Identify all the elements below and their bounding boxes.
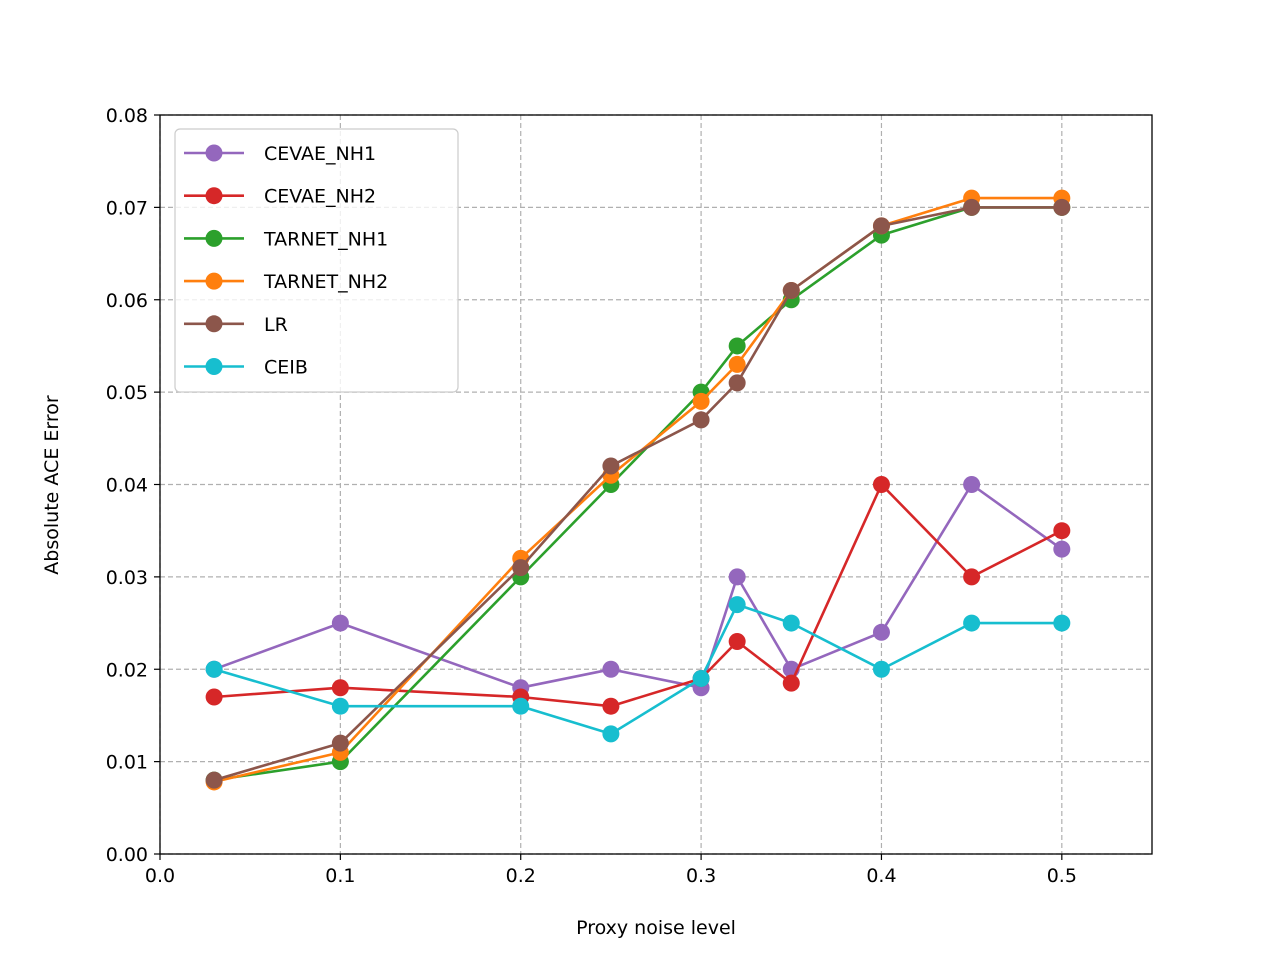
y-tick-label: 0.02	[106, 659, 148, 681]
y-tick-label: 0.05	[106, 382, 148, 404]
data-point-cevae-nh2	[1053, 522, 1071, 540]
x-tick-label: 0.3	[686, 865, 716, 887]
legend-label-cevae-nh2: CEVAE_NH2	[264, 186, 376, 208]
y-tick-label: 0.00	[106, 844, 148, 866]
data-point-ceib	[331, 697, 349, 715]
data-point-ceib	[1053, 614, 1071, 632]
legend-item-cevae-nh2: CEVAE_NH2	[184, 186, 376, 208]
data-point-cevae-nh2	[782, 674, 800, 692]
data-point-cevae-nh1	[963, 476, 981, 493]
legend-label-ceib: CEIB	[264, 357, 308, 379]
legend: CEVAE_NH1 CEVAE_NH2 TARNET_NH1 TARNET_NH2 LR…	[174, 128, 459, 393]
data-point-cevae-nh1	[602, 660, 620, 678]
legend-marker-cevae-nh2	[205, 187, 223, 205]
data-point-cevae-nh2	[963, 568, 981, 586]
legend-label-tarnet-nh1: TARNET_NH1	[263, 228, 388, 250]
data-point-cevae-nh1	[728, 568, 746, 586]
data-point-lr	[512, 559, 530, 577]
data-point-lr	[728, 374, 746, 392]
data-point-lr	[692, 411, 710, 429]
data-point-cevae-nh2	[728, 633, 746, 651]
legend-marker-lr	[205, 315, 223, 333]
data-point-lr	[331, 734, 349, 752]
data-point-tarnet-nh2	[692, 392, 710, 410]
data-point-ceib	[512, 697, 530, 715]
data-point-tarnet-nh2	[728, 355, 746, 373]
series-lr	[205, 198, 1071, 789]
legend-label-lr: LR	[264, 314, 288, 336]
legend-label-cevae-nh1: CEVAE_NH1	[264, 143, 376, 165]
y-axis-label: Absolute ACE Error	[41, 395, 63, 575]
x-tick-label: 0.0	[145, 865, 175, 887]
x-tick-label: 0.1	[325, 865, 355, 887]
axis-ticks: 0.0 0.1 0.2 0.3 0.4 0.5 0.00 0.01 0.02 0.03 0.04 0.…	[106, 105, 1077, 887]
data-point-tarnet-nh1	[728, 337, 746, 355]
y-tick-label: 0.06	[106, 290, 148, 312]
data-point-lr	[1053, 198, 1071, 216]
data-point-ceib	[728, 596, 746, 614]
data-point-lr	[205, 771, 223, 789]
legend-marker-cevae-nh1	[205, 144, 223, 162]
y-tick-label: 0.04	[106, 475, 148, 497]
data-point-ceib	[963, 614, 981, 632]
data-point-lr	[602, 457, 620, 475]
x-tick-label: 0.4	[866, 865, 896, 887]
series-line-ceib	[213, 603, 1062, 736]
series-group	[205, 189, 1071, 791]
legend-item-tarnet-nh1: TARNET_NH1	[184, 228, 388, 250]
legend-marker-tarnet-nh1	[205, 229, 223, 247]
series-line-cevae-nh2	[214, 483, 1063, 708]
legend-marker-tarnet-nh2	[205, 272, 223, 290]
data-point-lr	[782, 282, 800, 300]
legend-marker-ceib	[205, 358, 223, 375]
x-axis-label: Proxy noise level	[576, 917, 736, 939]
legend-item-ceib: CEIB	[184, 357, 308, 379]
x-tick-label: 0.5	[1047, 865, 1077, 887]
y-tick-label: 0.01	[106, 752, 148, 774]
data-point-cevae-nh2	[331, 679, 349, 697]
y-tick-label: 0.08	[106, 105, 148, 127]
legend-label-tarnet-nh2: TARNET_NH2	[263, 271, 388, 293]
data-point-ceib	[205, 660, 223, 678]
data-point-cevae-nh1	[872, 623, 890, 641]
data-point-cevae-nh1	[331, 614, 349, 632]
data-point-ceib	[872, 660, 890, 678]
legend-item-lr: LR	[184, 314, 288, 336]
legend-item-tarnet-nh2: TARNET_NH2	[184, 271, 388, 293]
data-point-ceib	[692, 669, 710, 687]
x-tick-label: 0.2	[506, 865, 536, 887]
series-line-tarnet-nh1	[213, 206, 1062, 782]
data-point-cevae-nh1	[1053, 540, 1071, 558]
series-line-lr	[213, 206, 1062, 782]
y-tick-label: 0.03	[106, 567, 148, 589]
data-point-cevae-nh2	[205, 688, 223, 706]
data-point-ceib	[782, 614, 800, 632]
y-tick-label: 0.07	[106, 197, 148, 219]
data-point-ceib	[602, 725, 620, 743]
data-point-lr	[963, 198, 981, 216]
data-point-cevae-nh2	[872, 476, 890, 493]
data-point-lr	[872, 217, 890, 235]
data-point-cevae-nh2	[602, 697, 620, 715]
legend-box	[174, 128, 459, 393]
series-ceib	[205, 596, 1071, 743]
legend-item-cevae-nh1: CEVAE_NH1	[184, 143, 376, 165]
